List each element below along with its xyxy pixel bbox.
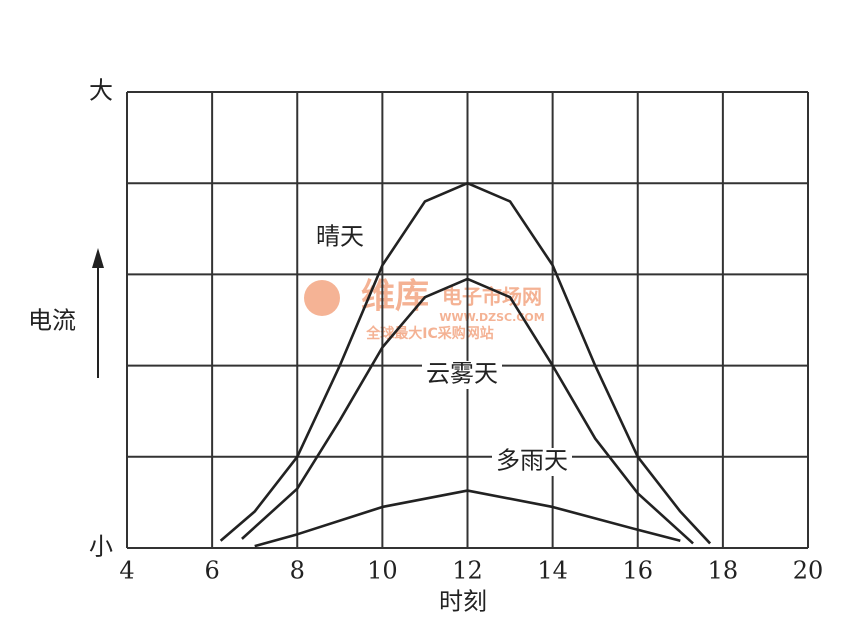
- x-tick-label: 10: [367, 557, 398, 585]
- series-label: 云雾天: [426, 360, 498, 388]
- y-tick-label: 小: [89, 533, 113, 561]
- y-arrow-head: [92, 248, 104, 268]
- watermark: 维库: [361, 277, 429, 317]
- y-axis-label: 电流: [28, 307, 76, 335]
- series-label: 晴天: [316, 223, 364, 251]
- x-tick-label: 18: [708, 557, 739, 585]
- label-bg: [422, 361, 502, 389]
- label-bg: [300, 224, 380, 252]
- line: [241, 277, 694, 545]
- x-tick-label: 14: [537, 557, 568, 585]
- x-axis-label: 时刻: [439, 588, 487, 616]
- watermark: 全球最大IC采购网站: [365, 325, 493, 342]
- x-tick-label: 6: [204, 557, 219, 585]
- x-tick-label: 20: [793, 557, 824, 585]
- y-tick-label: 大: [89, 77, 113, 105]
- x-tick-label: 12: [452, 557, 483, 585]
- watermark: WWW.DZSC.COM: [439, 311, 544, 324]
- line: [219, 181, 712, 545]
- label-bg: [492, 448, 572, 476]
- x-tick-label: 8: [290, 557, 305, 585]
- line: [254, 489, 681, 548]
- x-tick-label: 4: [119, 557, 134, 585]
- x-tick-label: 16: [622, 557, 653, 585]
- series-label: 多雨天: [496, 447, 568, 475]
- watermark-logo: [304, 280, 340, 316]
